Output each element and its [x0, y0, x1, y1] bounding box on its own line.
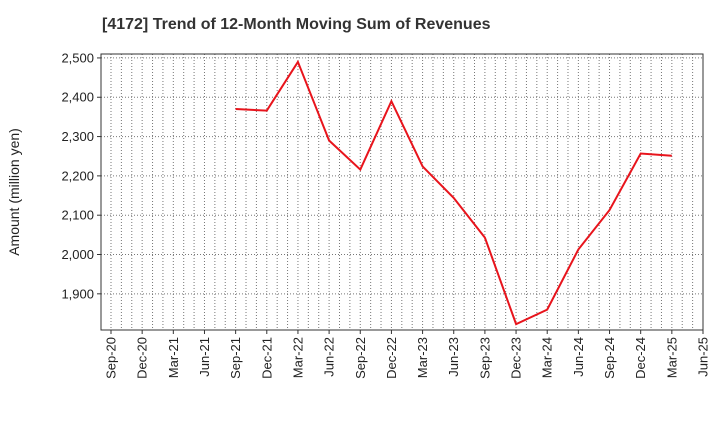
x-tick-label: Sep-22: [353, 337, 368, 379]
y-tick-label: 2,200: [61, 168, 94, 183]
x-tick-label: Mar-23: [415, 337, 430, 378]
y-tick-label: 2,300: [61, 129, 94, 144]
grid-lines: [101, 54, 703, 330]
x-tick-label: Mar-24: [540, 337, 555, 378]
y-axis-label: Amount (million yen): [6, 128, 22, 256]
x-tick-label: Dec-24: [633, 337, 648, 379]
x-tick-label: Sep-24: [602, 337, 617, 379]
y-tick-label: 1,900: [61, 286, 94, 301]
x-tick-label: Jun-22: [322, 337, 337, 377]
x-tick-label: Jun-24: [571, 337, 586, 377]
x-tick-label: Jun-21: [197, 337, 212, 377]
y-axis-ticks: 1,900 2,000 2,100 2,200 2,300 2,400 2,500: [61, 50, 101, 301]
y-tick-label: 2,400: [61, 90, 94, 105]
x-tick-label: Sep-20: [104, 337, 119, 379]
y-tick-label: 2,500: [61, 50, 94, 65]
x-tick-label: Sep-23: [477, 337, 492, 379]
chart-title: [4172] Trend of 12-Month Moving Sum of R…: [102, 16, 491, 33]
x-tick-label: Sep-21: [228, 337, 243, 379]
x-tick-label: Dec-22: [384, 337, 399, 379]
series-layer: [235, 59, 672, 326]
x-tick-label: Jun-23: [446, 337, 461, 377]
x-tick-label: Dec-21: [259, 337, 274, 379]
revenue-series-line: [235, 59, 672, 326]
y-tick-label: 2,100: [61, 208, 94, 223]
x-axis-ticks: Sep-20 Dec-20 Mar-21 Jun-21 Sep-21 Dec-21 Mar-…: [104, 330, 711, 379]
x-tick-label: Jun-25: [696, 337, 711, 377]
x-tick-label: Dec-20: [135, 337, 150, 379]
y-tick-label: 2,000: [61, 247, 94, 262]
x-tick-label: Mar-25: [664, 337, 679, 378]
x-tick-label: Mar-22: [290, 337, 305, 378]
plot-area-frame: [100, 53, 704, 331]
x-tick-label: Dec-23: [509, 337, 524, 379]
x-tick-label: Mar-21: [166, 337, 181, 378]
